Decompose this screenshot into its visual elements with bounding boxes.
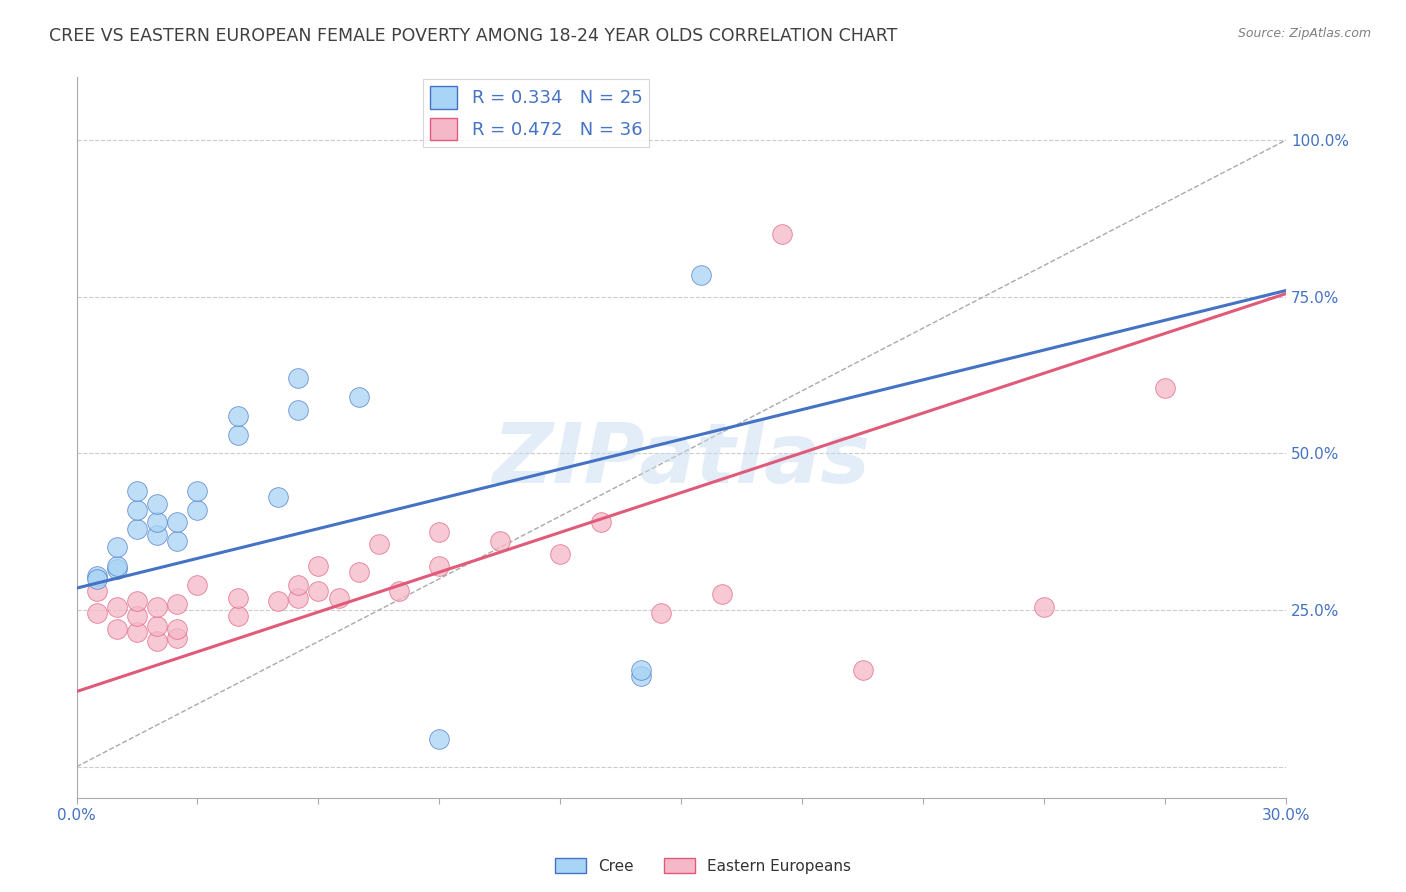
Point bbox=[650, 606, 672, 620]
Point bbox=[146, 634, 169, 648]
Point bbox=[146, 497, 169, 511]
Point bbox=[429, 524, 451, 539]
Point bbox=[166, 632, 188, 646]
Point bbox=[307, 584, 329, 599]
Point bbox=[125, 503, 148, 517]
Point bbox=[105, 622, 128, 636]
Point bbox=[86, 584, 108, 599]
Text: CREE VS EASTERN EUROPEAN FEMALE POVERTY AMONG 18-24 YEAR OLDS CORRELATION CHART: CREE VS EASTERN EUROPEAN FEMALE POVERTY … bbox=[49, 27, 897, 45]
Point bbox=[105, 599, 128, 614]
Point bbox=[146, 516, 169, 530]
Point bbox=[287, 402, 309, 417]
Point bbox=[589, 516, 612, 530]
Point bbox=[125, 625, 148, 640]
Point bbox=[710, 587, 733, 601]
Point bbox=[630, 669, 652, 683]
Point bbox=[166, 622, 188, 636]
Point bbox=[125, 609, 148, 624]
Point bbox=[146, 619, 169, 633]
Text: ZIPatlas: ZIPatlas bbox=[492, 419, 870, 500]
Point bbox=[852, 663, 875, 677]
Point bbox=[226, 409, 249, 423]
Point bbox=[86, 572, 108, 586]
Point bbox=[226, 591, 249, 605]
Point bbox=[1154, 381, 1177, 395]
Point bbox=[125, 522, 148, 536]
Point bbox=[105, 559, 128, 574]
Legend: Cree, Eastern Europeans: Cree, Eastern Europeans bbox=[548, 852, 858, 880]
Point bbox=[630, 663, 652, 677]
Point bbox=[287, 591, 309, 605]
Point bbox=[105, 562, 128, 576]
Point bbox=[86, 568, 108, 582]
Point bbox=[367, 537, 389, 551]
Point bbox=[347, 390, 370, 404]
Point bbox=[1033, 599, 1056, 614]
Point bbox=[186, 503, 208, 517]
Point bbox=[125, 593, 148, 607]
Text: Source: ZipAtlas.com: Source: ZipAtlas.com bbox=[1237, 27, 1371, 40]
Point bbox=[388, 584, 411, 599]
Point bbox=[267, 490, 290, 504]
Point bbox=[166, 516, 188, 530]
Legend: R = 0.334   N = 25, R = 0.472   N = 36: R = 0.334 N = 25, R = 0.472 N = 36 bbox=[423, 79, 650, 147]
Point bbox=[328, 591, 350, 605]
Point bbox=[226, 609, 249, 624]
Point bbox=[166, 534, 188, 549]
Point bbox=[186, 483, 208, 498]
Point bbox=[146, 599, 169, 614]
Point bbox=[307, 559, 329, 574]
Point bbox=[287, 578, 309, 592]
Point bbox=[550, 547, 572, 561]
Point bbox=[690, 268, 713, 282]
Point bbox=[770, 227, 793, 241]
Point bbox=[86, 606, 108, 620]
Point bbox=[186, 578, 208, 592]
Point bbox=[125, 483, 148, 498]
Point bbox=[347, 566, 370, 580]
Point bbox=[166, 597, 188, 611]
Point bbox=[146, 528, 169, 542]
Point bbox=[287, 371, 309, 385]
Point bbox=[489, 534, 512, 549]
Point bbox=[226, 427, 249, 442]
Point bbox=[429, 559, 451, 574]
Point bbox=[429, 731, 451, 746]
Point bbox=[105, 541, 128, 555]
Point bbox=[267, 593, 290, 607]
